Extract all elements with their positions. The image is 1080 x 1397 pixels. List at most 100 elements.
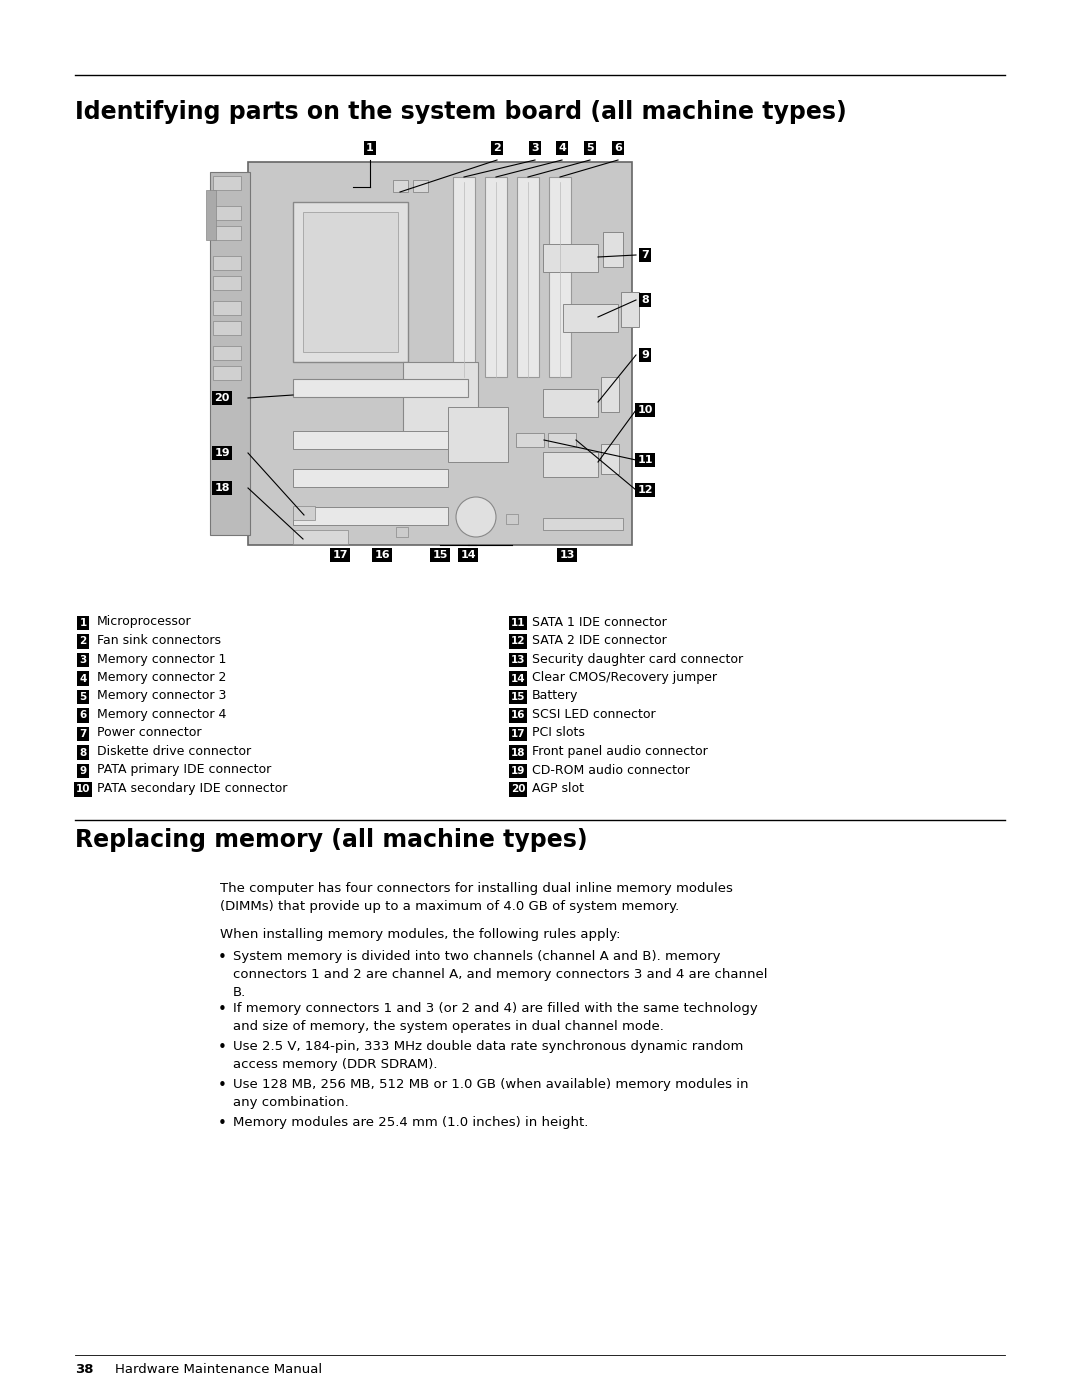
- Text: 4: 4: [558, 142, 566, 154]
- Bar: [248, 162, 632, 545]
- Text: PATA primary IDE connector: PATA primary IDE connector: [97, 764, 271, 777]
- Bar: [453, 177, 475, 377]
- Text: Memory connector 2: Memory connector 2: [97, 671, 227, 685]
- Text: 10: 10: [76, 785, 91, 795]
- Text: Hardware Maintenance Manual: Hardware Maintenance Manual: [114, 1363, 322, 1376]
- Text: If memory connectors 1 and 3 (or 2 and 4) are filled with the same technology
an: If memory connectors 1 and 3 (or 2 and 4…: [233, 1002, 758, 1032]
- Text: Fan sink connectors: Fan sink connectors: [97, 634, 221, 647]
- Text: When installing memory modules, the following rules apply:: When installing memory modules, the foll…: [220, 928, 621, 942]
- Circle shape: [456, 497, 496, 536]
- Text: Security daughter card connector: Security daughter card connector: [532, 652, 743, 665]
- Text: 4: 4: [79, 673, 86, 683]
- Text: System memory is divided into two channels (channel A and B). memory
connectors : System memory is divided into two channe…: [233, 950, 768, 999]
- Text: 11: 11: [637, 455, 652, 465]
- Bar: [563, 305, 618, 332]
- Bar: [600, 444, 619, 474]
- Text: •: •: [218, 1039, 227, 1055]
- Text: 13: 13: [511, 655, 525, 665]
- Text: Replacing memory (all machine types): Replacing memory (all machine types): [75, 828, 588, 852]
- Text: Diskette drive connector: Diskette drive connector: [97, 745, 252, 759]
- Bar: [293, 379, 468, 397]
- Bar: [293, 203, 408, 362]
- Bar: [543, 244, 598, 272]
- Bar: [507, 514, 518, 524]
- Text: 17: 17: [511, 729, 525, 739]
- Bar: [548, 433, 576, 447]
- Text: Memory connector 3: Memory connector 3: [97, 690, 227, 703]
- Bar: [213, 346, 241, 360]
- Text: Microprocessor: Microprocessor: [97, 616, 191, 629]
- Text: 19: 19: [214, 448, 230, 458]
- Text: The computer has four connectors for installing dual inline memory modules
(DIMM: The computer has four connectors for ins…: [220, 882, 733, 914]
- Text: SATA 2 IDE connector: SATA 2 IDE connector: [532, 634, 666, 647]
- Text: Front panel audio connector: Front panel audio connector: [532, 745, 707, 759]
- Text: 6: 6: [615, 142, 622, 154]
- Text: 19: 19: [511, 766, 525, 775]
- Text: 11: 11: [511, 617, 525, 629]
- Text: 7: 7: [642, 250, 649, 260]
- Text: 5: 5: [79, 692, 86, 703]
- Bar: [293, 506, 315, 520]
- Text: AGP slot: AGP slot: [532, 782, 584, 795]
- Text: 2: 2: [494, 142, 501, 154]
- Text: 7: 7: [79, 729, 86, 739]
- Bar: [213, 205, 241, 219]
- Bar: [293, 507, 448, 525]
- Text: Identifying parts on the system board (all machine types): Identifying parts on the system board (a…: [75, 101, 847, 124]
- Text: Memory connector 4: Memory connector 4: [97, 708, 227, 721]
- Bar: [293, 432, 448, 448]
- Text: 15: 15: [511, 692, 525, 703]
- Bar: [213, 256, 241, 270]
- Text: PCI slots: PCI slots: [532, 726, 585, 739]
- Text: Use 128 MB, 256 MB, 512 MB or 1.0 GB (when available) memory modules in
any comb: Use 128 MB, 256 MB, 512 MB or 1.0 GB (wh…: [233, 1078, 748, 1109]
- Text: Use 2.5 V, 184-pin, 333 MHz double data rate synchronous dynamic random
access m: Use 2.5 V, 184-pin, 333 MHz double data …: [233, 1039, 743, 1071]
- Text: SCSI LED connector: SCSI LED connector: [532, 708, 656, 721]
- Bar: [213, 366, 241, 380]
- Bar: [543, 388, 598, 416]
- Text: 10: 10: [637, 405, 652, 415]
- Bar: [516, 433, 544, 447]
- Text: 20: 20: [511, 785, 525, 795]
- Text: Battery: Battery: [532, 690, 579, 703]
- Text: 12: 12: [637, 485, 652, 495]
- Text: 12: 12: [511, 637, 525, 647]
- Bar: [603, 232, 623, 267]
- Bar: [621, 292, 639, 327]
- Bar: [393, 180, 408, 191]
- Text: 38: 38: [75, 1363, 94, 1376]
- Text: Clear CMOS/Recovery jumper: Clear CMOS/Recovery jumper: [532, 671, 717, 685]
- Bar: [293, 529, 348, 543]
- Bar: [543, 453, 598, 476]
- Bar: [485, 177, 507, 377]
- Bar: [396, 527, 408, 536]
- Text: 14: 14: [460, 550, 476, 560]
- Text: 3: 3: [79, 655, 86, 665]
- Bar: [213, 277, 241, 291]
- Text: 16: 16: [374, 550, 390, 560]
- Bar: [293, 469, 448, 488]
- Text: 13: 13: [559, 550, 575, 560]
- Text: 9: 9: [642, 351, 649, 360]
- Bar: [517, 177, 539, 377]
- Bar: [549, 177, 571, 377]
- Text: 9: 9: [80, 766, 86, 775]
- Text: 16: 16: [511, 711, 525, 721]
- Bar: [413, 180, 428, 191]
- Text: 15: 15: [432, 550, 448, 560]
- Text: Memory modules are 25.4 mm (1.0 inches) in height.: Memory modules are 25.4 mm (1.0 inches) …: [233, 1116, 589, 1129]
- Bar: [600, 377, 619, 412]
- Text: CD-ROM audio connector: CD-ROM audio connector: [532, 764, 690, 777]
- Text: PATA secondary IDE connector: PATA secondary IDE connector: [97, 782, 287, 795]
- Text: 8: 8: [79, 747, 86, 757]
- Text: 18: 18: [511, 747, 525, 757]
- Text: 18: 18: [214, 483, 230, 493]
- Text: 1: 1: [366, 142, 374, 154]
- Bar: [448, 407, 508, 462]
- Text: 17: 17: [333, 550, 348, 560]
- Bar: [543, 518, 623, 529]
- Bar: [210, 172, 249, 535]
- Bar: [303, 212, 399, 352]
- Text: Memory connector 1: Memory connector 1: [97, 652, 227, 665]
- Text: SATA 1 IDE connector: SATA 1 IDE connector: [532, 616, 666, 629]
- Text: 5: 5: [586, 142, 594, 154]
